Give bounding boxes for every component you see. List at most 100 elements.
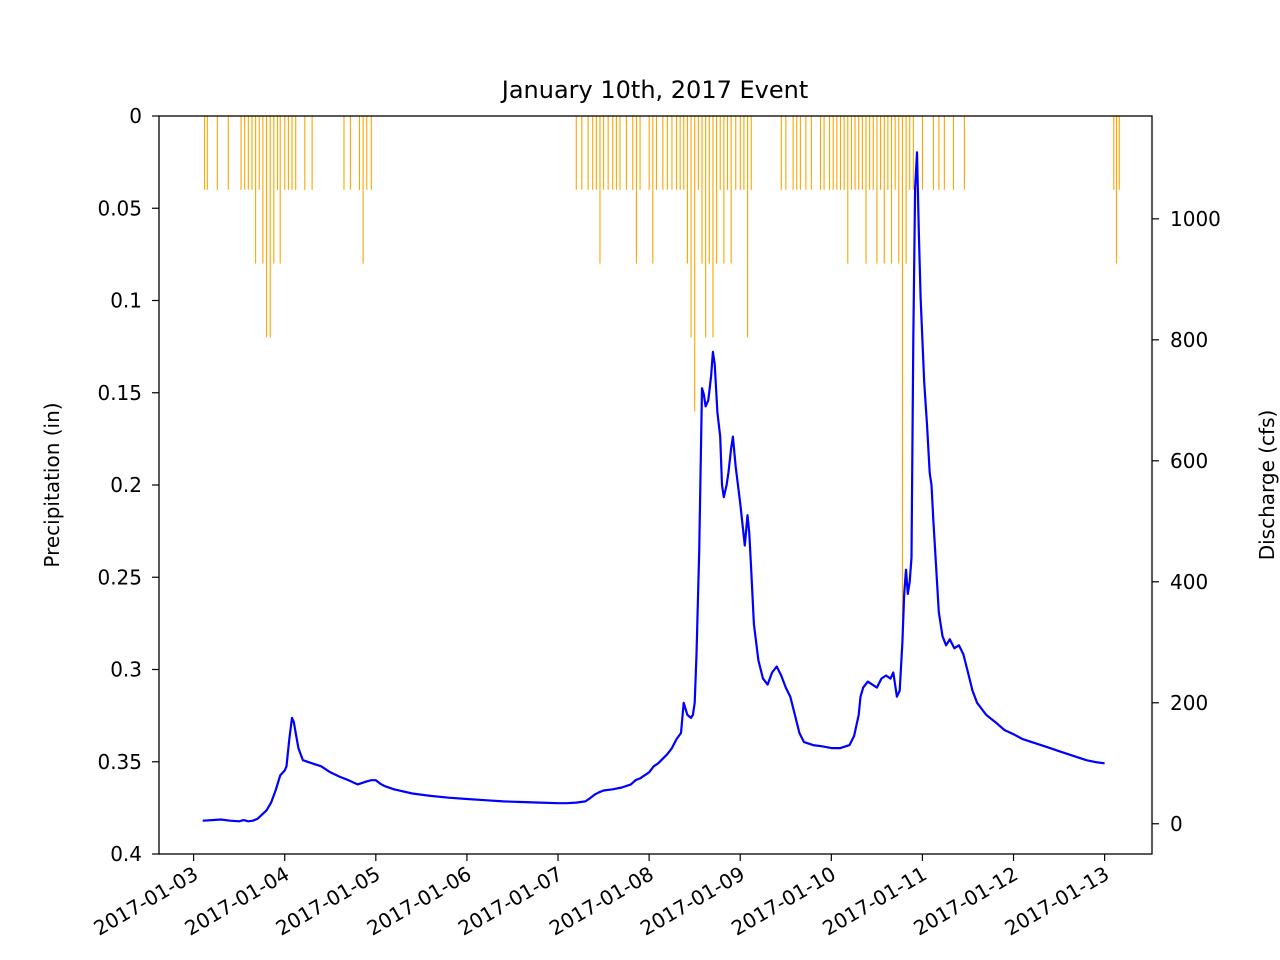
- precip-bar: [799, 116, 801, 190]
- precip-bar: [938, 116, 940, 190]
- left-tick-label: 0: [129, 104, 142, 128]
- precip-bar: [607, 116, 609, 190]
- precip-bar: [666, 116, 668, 190]
- precip-bar: [847, 116, 849, 264]
- precip-bar: [216, 116, 218, 190]
- precip-bar: [872, 116, 874, 190]
- precip-bar: [1113, 116, 1115, 190]
- precip-bar: [206, 116, 208, 190]
- left-tick-label: 0.4: [110, 842, 142, 866]
- left-tick-label: 0.05: [97, 196, 142, 220]
- precip-bar: [730, 116, 732, 264]
- precip-bar: [612, 116, 614, 190]
- precip-bar: [883, 116, 885, 264]
- precip-bar: [251, 116, 253, 190]
- right-tick-label: 0: [1170, 812, 1183, 836]
- left-tick-label: 0.35: [97, 750, 142, 774]
- precip-bar: [712, 116, 714, 338]
- precip-bar: [679, 116, 681, 190]
- left-tick-label: 0.2: [110, 473, 142, 497]
- right-axis: 0 200 400 600 800 1000: [1152, 207, 1221, 836]
- precip-bar: [655, 116, 658, 190]
- precip-bar: [648, 116, 650, 190]
- left-axis-label: Precipitation (in): [40, 402, 64, 567]
- precip-bar: [832, 116, 834, 190]
- precip-bar: [662, 116, 664, 190]
- precip-bar: [890, 116, 893, 264]
- precip-bar: [723, 116, 725, 264]
- precip-bar: [652, 116, 654, 264]
- precip-bar: [880, 116, 882, 190]
- precip-bar: [796, 116, 798, 190]
- right-tick-label: 400: [1170, 570, 1208, 594]
- precip-bar: [599, 116, 601, 264]
- precip-bar: [921, 116, 924, 190]
- precip-bar: [304, 116, 306, 190]
- precip-bar: [358, 116, 361, 190]
- precip-bar: [671, 116, 673, 190]
- precip-bar: [747, 116, 749, 338]
- precip-bar: [716, 116, 718, 264]
- left-tick-label: 0.25: [97, 565, 142, 589]
- precip-bar: [619, 116, 621, 190]
- precip-bar: [735, 116, 737, 190]
- right-axis-label: Discharge (cfs): [1255, 410, 1279, 561]
- precip-bar: [240, 116, 242, 190]
- precip-bar: [366, 116, 368, 190]
- left-axis: 0 0.05 0.1 0.15 0.2 0.25 0.3 0.35 0.4: [97, 104, 159, 866]
- precip-bar: [581, 116, 583, 190]
- precip-bar: [843, 116, 845, 190]
- precip-bar: [963, 116, 965, 190]
- precip-bar: [632, 116, 634, 190]
- precip-bar: [850, 116, 852, 190]
- precip-bar: [905, 116, 907, 264]
- precip-bar: [894, 116, 896, 190]
- precip-bar: [792, 116, 794, 190]
- precip-bar: [284, 116, 286, 190]
- precip-bar: [694, 116, 696, 412]
- precip-bar: [750, 116, 752, 190]
- precip-bar: [743, 116, 745, 190]
- precip-bar: [823, 116, 825, 190]
- precip-bar: [295, 116, 297, 190]
- precip-bar: [785, 116, 787, 190]
- precip-bar: [836, 116, 838, 190]
- precip-bar: [615, 116, 617, 190]
- chart-title: January 10th, 2017 Event: [500, 76, 809, 104]
- precip-bar: [819, 116, 821, 190]
- precip-bar: [343, 116, 345, 190]
- precip-bar: [805, 116, 807, 190]
- precip-bar: [255, 116, 257, 264]
- precip-bar: [349, 116, 351, 190]
- precip-bar: [311, 116, 313, 190]
- precip-bar: [952, 116, 954, 190]
- precip-bar: [291, 116, 293, 190]
- precip-bar: [861, 116, 863, 190]
- precip-bar: [686, 116, 688, 264]
- precip-bar: [287, 116, 289, 190]
- precip-bar: [575, 116, 577, 190]
- precip-bar: [675, 116, 678, 190]
- precip-bar: [269, 116, 271, 338]
- precip-bar: [683, 116, 685, 190]
- precip-bar: [887, 116, 889, 190]
- precip-bar: [869, 116, 871, 190]
- precip-bar: [262, 116, 264, 264]
- precip-bar: [639, 116, 641, 190]
- left-tick-label: 0.15: [97, 381, 142, 405]
- precip-bar: [265, 116, 268, 338]
- precip-bar: [603, 116, 605, 190]
- precip-bar: [1118, 116, 1120, 190]
- precip-bar: [739, 116, 741, 190]
- precip-bar: [901, 116, 903, 633]
- plot-area: [202, 116, 1120, 823]
- precip-bar: [276, 116, 279, 190]
- right-tick-label: 200: [1170, 691, 1208, 715]
- precip-bar: [865, 116, 867, 264]
- precip-bar: [932, 116, 934, 190]
- precip-bar: [943, 116, 945, 190]
- precip-bar: [227, 116, 229, 190]
- precip-bar: [876, 116, 878, 264]
- precip-bar: [587, 116, 589, 190]
